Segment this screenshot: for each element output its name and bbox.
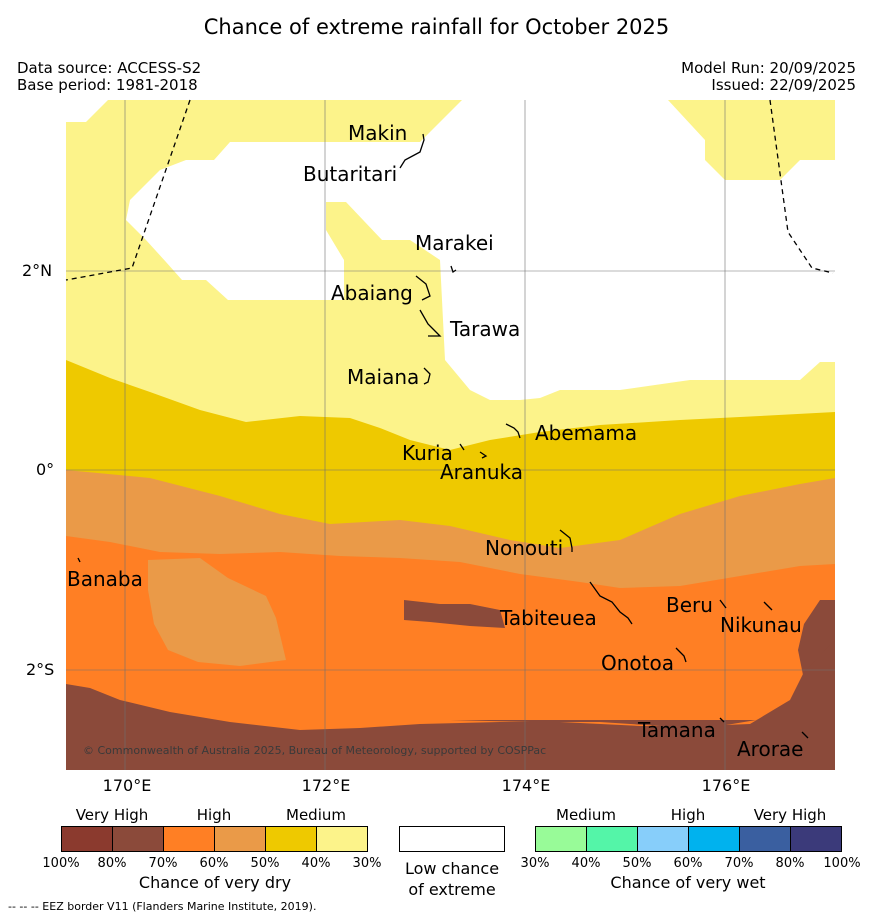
dry-header-very-high: Very High: [75, 806, 149, 824]
zone-50-60-dry-pocket: [148, 558, 286, 666]
zone-70-80-dry-south: [66, 640, 835, 770]
dry-header-medium: Medium: [286, 806, 346, 824]
base-period: Base period: 1981-2018: [17, 76, 198, 94]
low-chance-line1: Low chance: [404, 859, 500, 878]
island-outlines: [77, 133, 809, 739]
place-arorae: Arorae: [737, 737, 803, 761]
place-beru: Beru: [666, 593, 713, 617]
dry-caption: Chance of very dry: [138, 873, 292, 892]
dry-swatch-3: [163, 826, 215, 852]
eez-footnote: -- -- -- EEZ border V11 (Flanders Marine…: [8, 900, 317, 913]
eez-border: [65, 99, 834, 281]
wet-swatch-4: [688, 826, 740, 852]
place-tabiteuea: Tabiteuea: [499, 606, 597, 630]
data-source: Data source: ACCESS-S2: [17, 59, 202, 77]
wet-swatch-6: [790, 826, 842, 852]
x-tick-172e: 172°E: [301, 776, 351, 795]
wet-caption: Chance of very wet: [610, 873, 766, 892]
wet-swatch-3: [637, 826, 689, 852]
place-onotoa: Onotoa: [601, 651, 674, 675]
dry-pct-40: 40%: [301, 856, 331, 871]
model-run-info: Model Run: 20/09/2025 Issued: 22/09/2025: [681, 60, 856, 94]
wet-pct-30: 30%: [520, 856, 550, 871]
x-tick-174e: 174°E: [501, 776, 551, 795]
place-nikunau: Nikunau: [720, 613, 802, 637]
place-abemama: Abemama: [535, 421, 637, 445]
zone-30-40-dry-ne: [668, 100, 835, 180]
wet-pct-40: 40%: [571, 856, 601, 871]
wet-swatch-2: [586, 826, 638, 852]
dry-pct-70: 70%: [148, 856, 178, 871]
dry-swatch-2: [112, 826, 164, 852]
wet-header-high: High: [670, 806, 706, 824]
y-tick-2n: 2°N: [22, 261, 53, 280]
dry-swatch-4: [214, 826, 266, 852]
dry-swatch-5: [265, 826, 317, 852]
place-marakei: Marakei: [415, 231, 494, 255]
dry-pct-30: 30%: [352, 856, 382, 871]
place-banaba: Banaba: [67, 567, 143, 591]
wet-pct-70: 70%: [724, 856, 754, 871]
y-tick-2s: 2°S: [26, 660, 55, 679]
y-tick-0: 0°: [36, 460, 55, 479]
wet-pct-50: 50%: [622, 856, 652, 871]
issued-date: Issued: 22/09/2025: [711, 76, 856, 94]
dry-swatch-1: [61, 826, 113, 852]
data-source-info: Data source: ACCESS-S2 Base period: 1981…: [17, 60, 201, 94]
model-run: Model Run: 20/09/2025: [681, 59, 856, 77]
wet-pct-80: 80%: [775, 856, 805, 871]
low-chance-line2: of extreme: [408, 880, 496, 899]
dry-pct-80: 80%: [97, 856, 127, 871]
x-tick-176e: 176°E: [701, 776, 751, 795]
wet-swatch-1: [535, 826, 587, 852]
wet-swatch-5: [739, 826, 791, 852]
dry-pct-100: 100%: [42, 856, 80, 871]
place-tarawa: Tarawa: [449, 317, 520, 341]
place-kuria: Kuria: [402, 441, 453, 465]
place-abaiang: Abaiang: [331, 281, 413, 305]
place-nonouti: Nonouti: [485, 536, 563, 560]
dry-swatch-6: [316, 826, 368, 852]
dry-pct-60: 60%: [199, 856, 229, 871]
place-tamana: Tamana: [637, 718, 716, 742]
dry-header-high: High: [196, 806, 232, 824]
dry-pct-50: 50%: [250, 856, 280, 871]
x-tick-170e: 170°E: [102, 776, 152, 795]
place-makin: Makin: [348, 121, 407, 145]
wet-header-medium: Medium: [556, 806, 616, 824]
place-aranuka: Aranuka: [440, 460, 523, 484]
wet-pct-60: 60%: [673, 856, 703, 871]
map-gridlines: [66, 100, 835, 770]
zone-30-40-dry: [66, 100, 835, 500]
rainfall-zones: [66, 100, 835, 770]
wet-header-very-high: Very High: [753, 806, 827, 824]
low-chance-caption: Low chance of extreme: [380, 858, 524, 900]
copyright-notice: © Commonwealth of Australia 2025, Bureau…: [83, 744, 546, 757]
place-labels: Makin Butaritari Marakei Abaiang Tarawa …: [67, 121, 803, 761]
map-title: Chance of extreme rainfall for October 2…: [203, 15, 670, 39]
zone-70-80-dry-patch: [404, 600, 505, 628]
place-maiana: Maiana: [347, 365, 419, 389]
place-butaritari: Butaritari: [303, 162, 397, 186]
wet-pct-100: 100%: [823, 856, 861, 871]
low-chance-swatch: [399, 826, 505, 852]
